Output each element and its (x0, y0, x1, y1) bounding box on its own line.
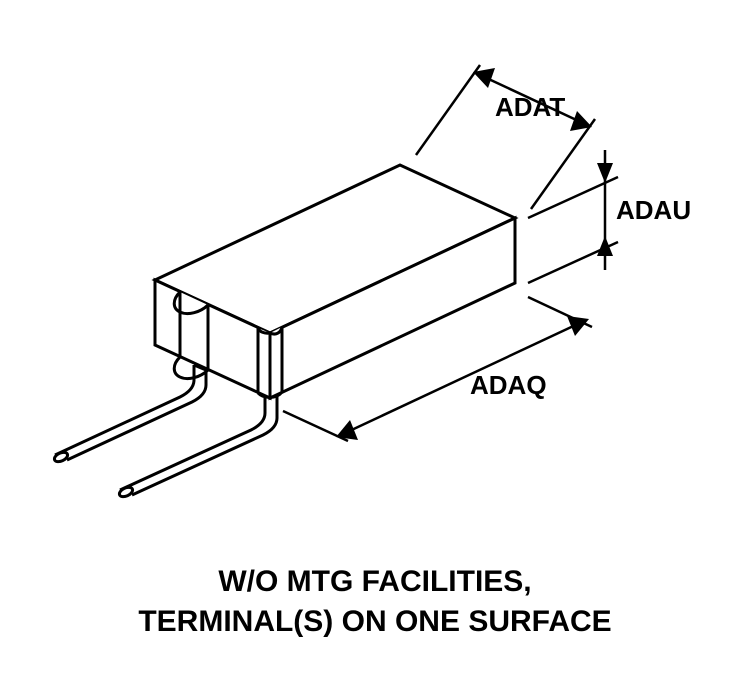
caption-line-1: W/O MTG FACILITIES, (0, 565, 750, 599)
length-label: ADAQ (470, 370, 547, 401)
technical-diagram: ADAT ADAU ADAQ W/O MTG FACILITIES, TERMI… (0, 0, 750, 690)
height-label: ADAU (616, 195, 691, 226)
caption-line-2: TERMINAL(S) ON ONE SURFACE (0, 605, 750, 639)
width-label: ADAT (495, 92, 565, 123)
